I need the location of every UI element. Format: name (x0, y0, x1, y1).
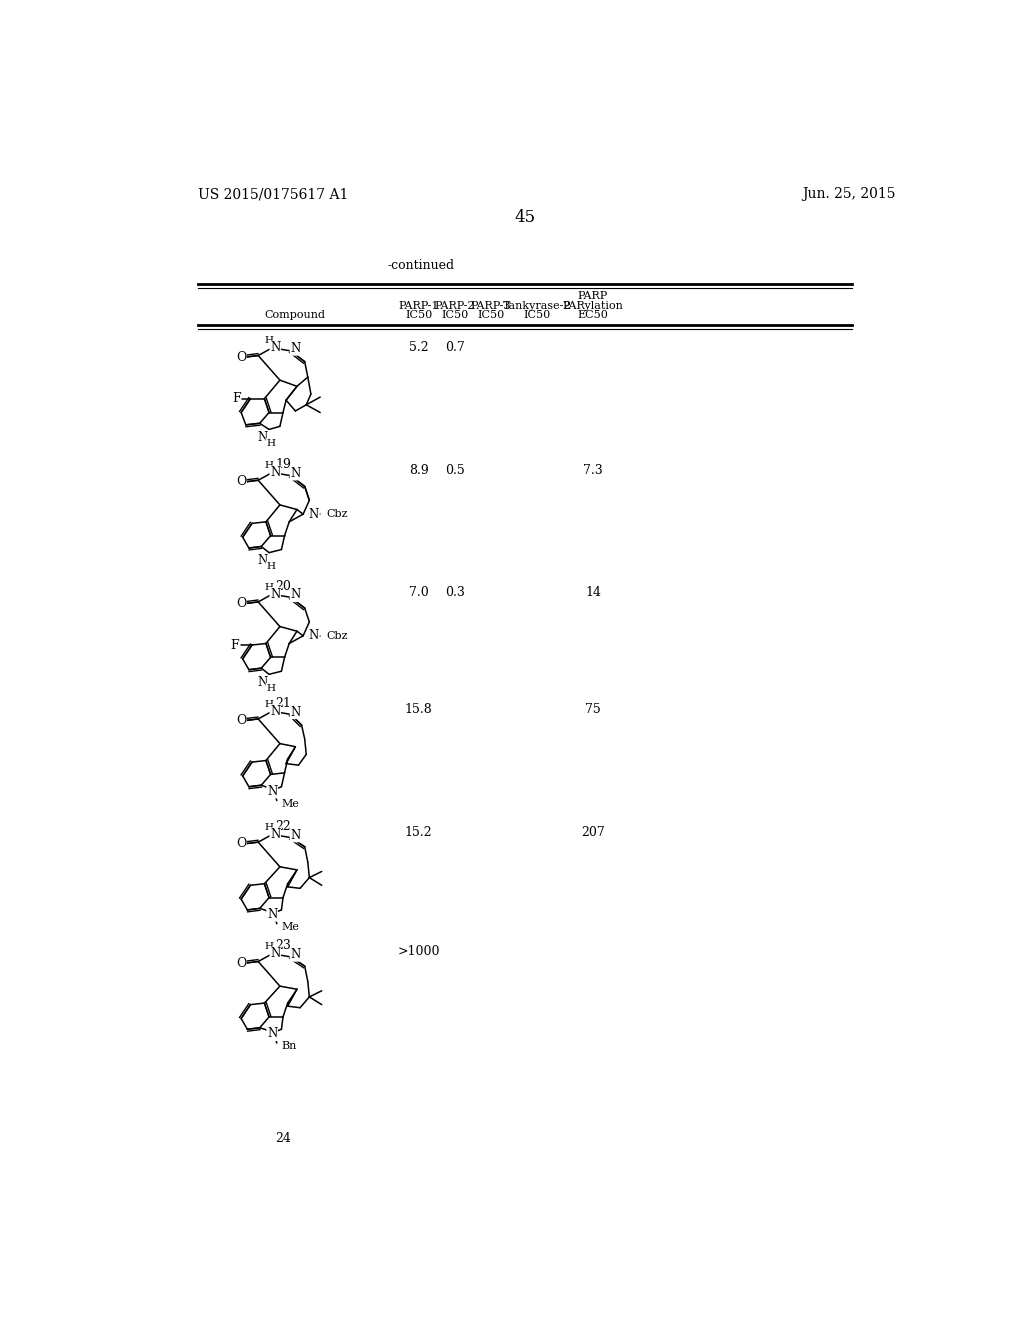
Text: H: H (266, 438, 275, 447)
Text: 0.3: 0.3 (445, 586, 465, 599)
Text: 75: 75 (585, 702, 601, 715)
Text: N: N (290, 705, 300, 718)
Text: H: H (266, 684, 275, 693)
Text: H: H (264, 583, 273, 591)
Text: IC50: IC50 (441, 310, 469, 319)
Text: O: O (236, 957, 247, 970)
Text: O: O (236, 714, 247, 727)
Text: Tankyrase-2: Tankyrase-2 (503, 301, 571, 310)
Text: O: O (236, 351, 247, 363)
Text: N: N (309, 630, 319, 643)
Text: 5.2: 5.2 (409, 341, 428, 354)
Text: Compound: Compound (264, 310, 326, 319)
Text: PARylation: PARylation (562, 301, 624, 310)
Text: 8.9: 8.9 (409, 465, 428, 477)
Text: 23: 23 (275, 940, 291, 952)
Text: N: N (270, 587, 281, 601)
Text: PARP-3: PARP-3 (470, 301, 511, 310)
Text: Cbz: Cbz (327, 510, 348, 519)
Text: 7.3: 7.3 (583, 465, 603, 477)
Text: N: N (309, 508, 319, 520)
Text: Cbz: Cbz (327, 631, 348, 640)
Text: Me: Me (282, 799, 299, 809)
Text: 0.7: 0.7 (445, 341, 465, 354)
Text: H: H (264, 337, 273, 346)
Text: 14: 14 (585, 586, 601, 599)
Text: N: N (290, 829, 300, 842)
Text: 19: 19 (275, 458, 291, 471)
Text: N: N (270, 705, 281, 718)
Text: Me: Me (282, 921, 299, 932)
Text: 24: 24 (275, 1133, 291, 1146)
Text: >1000: >1000 (397, 945, 440, 958)
Text: EC50: EC50 (578, 310, 608, 319)
Text: N: N (290, 948, 300, 961)
Text: PARP-2: PARP-2 (435, 301, 475, 310)
Text: 15.2: 15.2 (404, 826, 432, 840)
Text: F: F (230, 639, 240, 652)
Text: PARP-1: PARP-1 (398, 301, 439, 310)
Text: N: N (270, 342, 281, 354)
Text: N: N (290, 589, 300, 602)
Text: N: N (258, 554, 268, 566)
Text: Jun. 25, 2015: Jun. 25, 2015 (802, 187, 896, 202)
Text: O: O (236, 597, 247, 610)
Text: 7.0: 7.0 (409, 586, 428, 599)
Text: N: N (267, 1027, 278, 1040)
Text: PARP: PARP (578, 292, 608, 301)
Text: N: N (270, 466, 281, 479)
Text: N: N (267, 908, 278, 921)
Text: N: N (290, 342, 300, 355)
Text: 45: 45 (514, 209, 536, 226)
Text: 22: 22 (275, 820, 291, 833)
Text: H: H (264, 942, 273, 952)
Text: 21: 21 (275, 697, 291, 710)
Text: Bn: Bn (282, 1041, 297, 1051)
Text: 207: 207 (582, 826, 605, 840)
Text: -continued: -continued (388, 259, 455, 272)
Text: 20: 20 (275, 579, 291, 593)
Text: H: H (264, 461, 273, 470)
Text: N: N (258, 430, 268, 444)
Text: N: N (267, 785, 278, 797)
Text: N: N (258, 676, 268, 689)
Text: N: N (290, 467, 300, 480)
Text: O: O (236, 475, 247, 488)
Text: F: F (232, 392, 241, 405)
Text: N: N (270, 948, 281, 961)
Text: 15.8: 15.8 (404, 702, 432, 715)
Text: H: H (266, 562, 275, 572)
Text: O: O (236, 837, 247, 850)
Text: US 2015/0175617 A1: US 2015/0175617 A1 (198, 187, 348, 202)
Text: H: H (264, 824, 273, 832)
Text: IC50: IC50 (523, 310, 551, 319)
Text: N: N (270, 828, 281, 841)
Text: IC50: IC50 (477, 310, 505, 319)
Text: IC50: IC50 (406, 310, 432, 319)
Text: H: H (264, 700, 273, 709)
Text: 0.5: 0.5 (445, 465, 465, 477)
